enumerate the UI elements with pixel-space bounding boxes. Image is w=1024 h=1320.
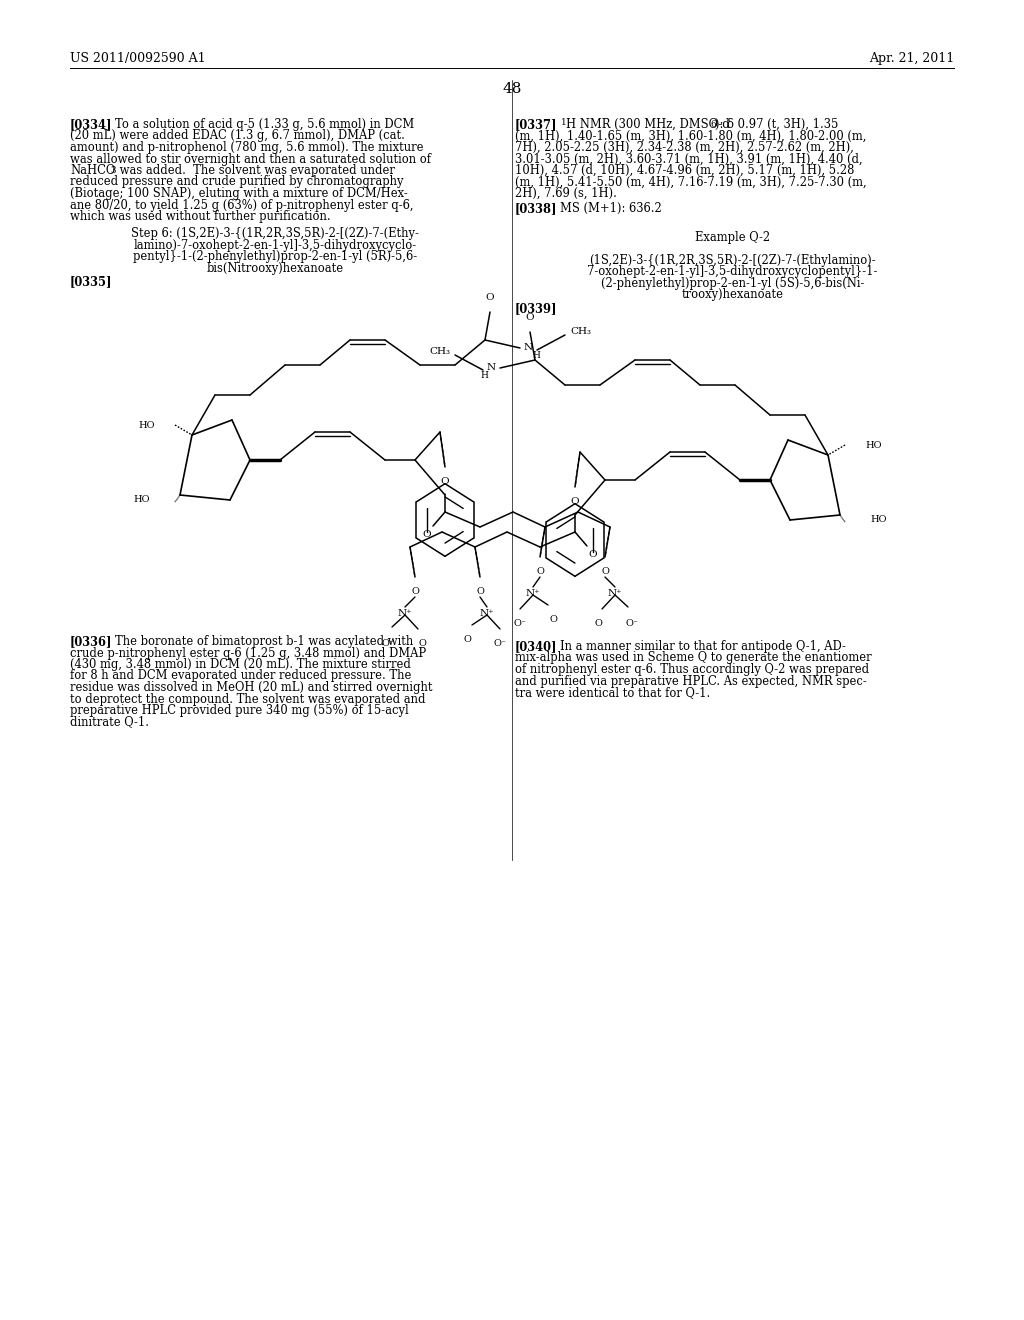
Text: of nitrophenyl ester q-6. Thus accordingly Q-2 was prepared: of nitrophenyl ester q-6. Thus according… — [515, 663, 869, 676]
Text: lamino)-7-oxohept-2-en-1-yl]-3,5-dihydroxycyclo-: lamino)-7-oxohept-2-en-1-yl]-3,5-dihydro… — [133, 239, 417, 252]
Text: amount) and p-nitrophenol (780 mg, 5.6 mmol). The mixture: amount) and p-nitrophenol (780 mg, 5.6 m… — [70, 141, 424, 154]
Text: N⁺: N⁺ — [397, 609, 413, 618]
Text: O: O — [549, 615, 557, 624]
Text: Example Q-2: Example Q-2 — [695, 231, 770, 244]
Text: O: O — [476, 587, 484, 597]
Text: O: O — [411, 587, 419, 597]
Text: (20 mL) were added EDAC (1.3 g, 6.7 mmol), DMAP (cat.: (20 mL) were added EDAC (1.3 g, 6.7 mmol… — [70, 129, 404, 143]
Text: N⁺: N⁺ — [607, 589, 623, 598]
Text: (1S,2E)-3-{(1R,2R,3S,5R)-2-[(2Z)-7-(Ethylamino)-: (1S,2E)-3-{(1R,2R,3S,5R)-2-[(2Z)-7-(Ethy… — [589, 253, 876, 267]
Text: tra were identical to that for Q-1.: tra were identical to that for Q-1. — [515, 686, 711, 700]
Text: O: O — [589, 550, 597, 558]
Text: O: O — [525, 313, 535, 322]
Text: Step 6: (1S,2E)-3-{(1R,2R,3S,5R)-2-[(2Z)-7-(Ethy-: Step 6: (1S,2E)-3-{(1R,2R,3S,5R)-2-[(2Z)… — [131, 227, 419, 240]
Text: NaHCO: NaHCO — [70, 164, 116, 177]
Text: O⁻: O⁻ — [494, 639, 507, 648]
Text: The boronate of bimatoprost b-1 was acylated with: The boronate of bimatoprost b-1 was acyl… — [115, 635, 414, 648]
Text: was allowed to stir overnight and then a saturated solution of: was allowed to stir overnight and then a… — [70, 153, 431, 165]
Text: (m, 1H), 5.41-5.50 (m, 4H), 7.16-7.19 (m, 3H), 7.25-7.30 (m,: (m, 1H), 5.41-5.50 (m, 4H), 7.16-7.19 (m… — [515, 176, 866, 189]
Text: MS (M+1): 636.2: MS (M+1): 636.2 — [560, 202, 662, 215]
Text: for 8 h and DCM evaporated under reduced pressure. The: for 8 h and DCM evaporated under reduced… — [70, 669, 412, 682]
Text: trooxy)hexanoate: trooxy)hexanoate — [682, 288, 783, 301]
Text: (Biotage; 100 SNAP), eluting with a mixture of DCM/Hex-: (Biotage; 100 SNAP), eluting with a mixt… — [70, 187, 408, 201]
Text: residue was dissolved in MeOH (20 mL) and stirred overnight: residue was dissolved in MeOH (20 mL) an… — [70, 681, 432, 694]
Text: HO: HO — [138, 421, 155, 429]
Text: US 2011/0092590 A1: US 2011/0092590 A1 — [70, 51, 206, 65]
Text: Apr. 21, 2011: Apr. 21, 2011 — [868, 51, 954, 65]
Text: crude p-nitrophenyl ester q-6 (1.25 g, 3.48 mmol) and DMAP: crude p-nitrophenyl ester q-6 (1.25 g, 3… — [70, 647, 426, 660]
Text: O⁻: O⁻ — [513, 619, 526, 628]
Text: H: H — [480, 371, 488, 380]
Text: 48: 48 — [503, 82, 521, 96]
Text: was added.  The solvent was evaporated under: was added. The solvent was evaporated un… — [116, 164, 395, 177]
Text: CH₃: CH₃ — [570, 327, 591, 337]
Text: [0340]: [0340] — [515, 640, 557, 653]
Text: [0334]: [0334] — [70, 117, 113, 131]
Text: H NMR (300 MHz, DMSO-d: H NMR (300 MHz, DMSO-d — [566, 117, 730, 131]
Text: O: O — [418, 639, 426, 648]
Text: 3.01-3.05 (m, 2H), 3.60-3.71 (m, 1H), 3.91 (m, 1H), 4.40 (d,: 3.01-3.05 (m, 2H), 3.60-3.71 (m, 1H), 3.… — [515, 153, 862, 165]
Text: 10H), 4.57 (d, 10H), 4.67-4.96 (m, 2H), 5.17 (m, 1H), 5.28: 10H), 4.57 (d, 10H), 4.67-4.96 (m, 2H), … — [515, 164, 854, 177]
Text: O: O — [570, 498, 580, 506]
Text: CH₃: CH₃ — [429, 347, 450, 356]
Text: [0335]: [0335] — [70, 276, 113, 289]
Text: 6: 6 — [710, 120, 716, 129]
Text: HO: HO — [870, 516, 887, 524]
Text: O⁻: O⁻ — [626, 619, 639, 628]
Text: (m, 1H), 1.40-1.65 (m, 3H), 1.60-1.80 (m, 4H), 1.80-2.00 (m,: (m, 1H), 1.40-1.65 (m, 3H), 1.60-1.80 (m… — [515, 129, 866, 143]
Text: (2-phenylethyl)prop-2-en-1-yl (5S)-5,6-bis(Ni-: (2-phenylethyl)prop-2-en-1-yl (5S)-5,6-b… — [601, 277, 864, 289]
Text: O: O — [594, 619, 602, 628]
Text: H: H — [532, 351, 540, 360]
Text: ane 80/20, to yield 1.25 g (63%) of p-nitrophenyl ester q-6,: ane 80/20, to yield 1.25 g (63%) of p-ni… — [70, 198, 414, 211]
Text: (430 mg, 3.48 mmol) in DCM (20 mL). The mixture stirred: (430 mg, 3.48 mmol) in DCM (20 mL). The … — [70, 657, 411, 671]
Text: O: O — [463, 635, 471, 644]
Text: [0338]: [0338] — [515, 202, 557, 215]
Text: 7-oxohept-2-en-1-yl]-3,5-dihydroxycyclopentyl}-1-: 7-oxohept-2-en-1-yl]-3,5-dihydroxycyclop… — [588, 265, 878, 279]
Text: 1: 1 — [561, 117, 566, 127]
Text: and purified via preparative HPLC. As expected, NMR spec-: and purified via preparative HPLC. As ex… — [515, 675, 866, 688]
Text: 7H), 2.05-2.25 (3H), 2.34-2.38 (m, 2H), 2.57-2.62 (m, 2H),: 7H), 2.05-2.25 (3H), 2.34-2.38 (m, 2H), … — [515, 141, 854, 154]
Text: mix-alpha was used in Scheme Q to generate the enantiomer: mix-alpha was used in Scheme Q to genera… — [515, 652, 871, 664]
Text: 2H), 7.69 (s, 1H).: 2H), 7.69 (s, 1H). — [515, 187, 616, 201]
Text: which was used without further purification.: which was used without further purificat… — [70, 210, 331, 223]
Text: preparative HPLC provided pure 340 mg (55%) of 15-acyl: preparative HPLC provided pure 340 mg (5… — [70, 704, 409, 717]
Text: O: O — [601, 568, 609, 576]
Text: O⁻: O⁻ — [382, 639, 394, 648]
Text: [0337]: [0337] — [515, 117, 557, 131]
Text: In a manner similar to that for antipode Q-1, AD-: In a manner similar to that for antipode… — [560, 640, 846, 653]
Text: dinitrate Q-1.: dinitrate Q-1. — [70, 715, 150, 729]
Text: [0336]: [0336] — [70, 635, 113, 648]
Text: N: N — [486, 363, 496, 372]
Text: N: N — [524, 343, 534, 352]
Text: ): δ 0.97 (t, 3H), 1.35: ): δ 0.97 (t, 3H), 1.35 — [715, 117, 839, 131]
Text: reduced pressure and crude purified by chromatography: reduced pressure and crude purified by c… — [70, 176, 403, 189]
Text: bis(Nitrooxy)hexanoate: bis(Nitrooxy)hexanoate — [207, 261, 344, 275]
Text: to deprotect the compound. The solvent was evaporated and: to deprotect the compound. The solvent w… — [70, 693, 426, 705]
Text: O: O — [423, 531, 431, 539]
Text: O: O — [485, 293, 495, 302]
Text: HO: HO — [133, 495, 150, 504]
Text: 3: 3 — [110, 166, 116, 176]
Text: N⁺: N⁺ — [479, 609, 495, 618]
Text: O: O — [440, 477, 450, 486]
Text: [0339]: [0339] — [515, 302, 557, 315]
Text: O: O — [536, 568, 544, 576]
Text: N⁺: N⁺ — [525, 589, 541, 598]
Text: HO: HO — [865, 441, 882, 450]
Text: To a solution of acid q-5 (1.33 g, 5.6 mmol) in DCM: To a solution of acid q-5 (1.33 g, 5.6 m… — [115, 117, 415, 131]
Text: pentyl}-1-(2-phenylethyl)prop-2-en-1-yl (5R)-5,6-: pentyl}-1-(2-phenylethyl)prop-2-en-1-yl … — [133, 251, 417, 263]
